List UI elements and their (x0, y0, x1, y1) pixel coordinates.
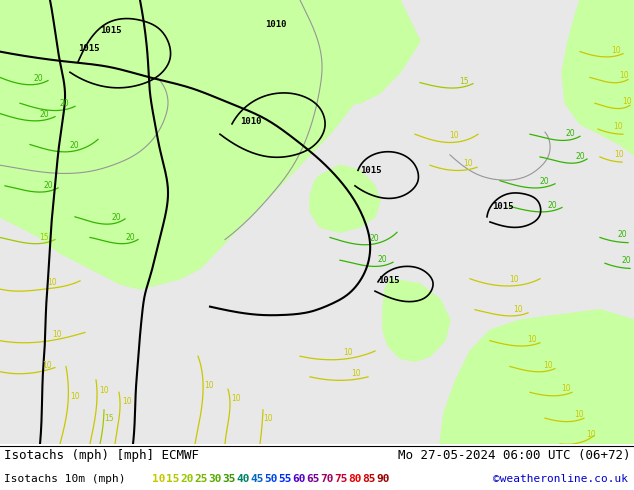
Text: 10: 10 (543, 361, 553, 369)
Text: 1015: 1015 (78, 44, 100, 53)
Text: 30: 30 (208, 474, 221, 484)
Text: 10: 10 (509, 275, 519, 284)
Text: 20: 20 (575, 152, 585, 161)
Text: 10: 10 (204, 381, 214, 390)
Polygon shape (200, 0, 420, 103)
Text: 20: 20 (43, 181, 53, 190)
Text: 1015: 1015 (378, 276, 399, 285)
Text: 20: 20 (548, 200, 558, 210)
Text: 10: 10 (463, 159, 472, 168)
Text: 10: 10 (99, 386, 108, 395)
Polygon shape (0, 0, 370, 289)
Text: 35: 35 (222, 474, 235, 484)
Text: 65: 65 (306, 474, 320, 484)
Text: 10: 10 (513, 305, 522, 314)
Text: 60: 60 (292, 474, 306, 484)
Text: 20: 20 (180, 474, 193, 484)
Text: 10: 10 (343, 348, 353, 357)
Text: 70: 70 (320, 474, 333, 484)
Polygon shape (310, 165, 380, 232)
Text: 10: 10 (611, 46, 621, 55)
Polygon shape (383, 279, 450, 361)
Text: 10: 10 (42, 361, 51, 369)
Text: 20: 20 (69, 141, 79, 149)
Text: 80: 80 (348, 474, 361, 484)
Text: 10: 10 (561, 384, 571, 393)
Text: 20: 20 (621, 256, 631, 265)
Text: 1010: 1010 (265, 20, 287, 29)
Text: 20: 20 (34, 74, 44, 82)
Text: 90: 90 (376, 474, 389, 484)
Text: 10: 10 (619, 72, 629, 80)
Text: 20: 20 (369, 234, 378, 243)
Text: 10: 10 (70, 392, 80, 400)
Text: 15: 15 (39, 233, 49, 242)
Text: 75: 75 (334, 474, 347, 484)
Text: 10: 10 (152, 474, 165, 484)
Text: 10: 10 (47, 278, 56, 287)
Text: 20: 20 (59, 99, 68, 108)
Text: ©weatheronline.co.uk: ©weatheronline.co.uk (493, 474, 628, 484)
Text: 1015: 1015 (360, 166, 382, 175)
Text: 10: 10 (231, 393, 241, 403)
Text: 10: 10 (449, 131, 458, 140)
Text: 15: 15 (104, 414, 113, 423)
Text: 10: 10 (122, 397, 132, 406)
Text: 15: 15 (459, 76, 469, 86)
Text: 10: 10 (614, 150, 624, 159)
Text: 20: 20 (617, 230, 626, 240)
Polygon shape (562, 0, 634, 155)
Text: 20: 20 (39, 110, 49, 119)
Text: 45: 45 (250, 474, 264, 484)
Text: 10: 10 (52, 330, 61, 339)
Text: 1015: 1015 (100, 26, 122, 35)
Text: 1010: 1010 (240, 117, 261, 126)
Text: 1015: 1015 (492, 202, 514, 211)
Text: 50: 50 (264, 474, 278, 484)
Text: 10: 10 (613, 122, 623, 131)
Text: 10: 10 (622, 98, 631, 106)
Text: 40: 40 (236, 474, 250, 484)
Text: 10: 10 (574, 410, 584, 419)
Text: Mo 27-05-2024 06:00 UTC (06+72): Mo 27-05-2024 06:00 UTC (06+72) (398, 449, 630, 463)
Text: 25: 25 (194, 474, 207, 484)
Text: Isotachs (mph) [mph] ECMWF: Isotachs (mph) [mph] ECMWF (4, 449, 199, 463)
Text: 10: 10 (586, 430, 595, 439)
Text: 20: 20 (378, 255, 387, 264)
Text: 15: 15 (166, 474, 179, 484)
Text: 55: 55 (278, 474, 292, 484)
Text: 20: 20 (539, 177, 548, 186)
Text: 10: 10 (263, 414, 273, 423)
Text: 20: 20 (566, 129, 576, 138)
Text: 20: 20 (125, 233, 134, 242)
Text: 20: 20 (111, 213, 120, 222)
Text: 85: 85 (362, 474, 375, 484)
Text: 10: 10 (351, 369, 361, 378)
Text: 10: 10 (527, 335, 536, 343)
Text: Isotachs 10m (mph): Isotachs 10m (mph) (4, 474, 126, 484)
Polygon shape (440, 310, 634, 444)
